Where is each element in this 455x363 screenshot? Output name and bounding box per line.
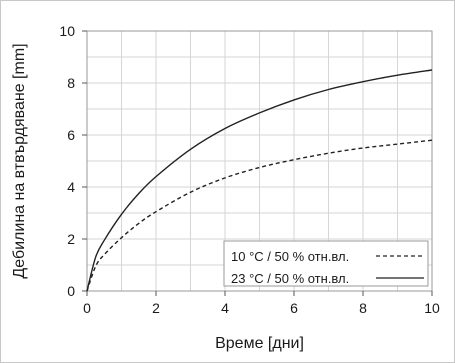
series-line-10c bbox=[86, 139, 433, 292]
y-tick-label: 2 bbox=[67, 231, 75, 247]
y-tick-label: 0 bbox=[67, 283, 75, 299]
y-axis-title: Дебилина на втвърдяване [mm] bbox=[11, 43, 28, 278]
y-tick-label: 10 bbox=[59, 23, 75, 39]
axis-ticks: 0 2 4 6 8 10 0 2 4 6 8 10 bbox=[59, 23, 440, 316]
x-axis-title: Време [дни] bbox=[215, 335, 304, 352]
y-tick-label: 6 bbox=[67, 127, 75, 143]
legend-label-10c: 10 °C / 50 % отн.вл. bbox=[231, 249, 349, 264]
plot-area bbox=[86, 30, 433, 292]
legend: 10 °C / 50 % отн.вл. 23 °C / 50 % отн.вл… bbox=[223, 240, 429, 287]
x-tick-label: 4 bbox=[221, 300, 229, 316]
y-tick-label: 8 bbox=[67, 75, 75, 91]
x-tick-label: 6 bbox=[290, 300, 298, 316]
x-tick-label: 8 bbox=[359, 300, 367, 316]
series-lines bbox=[86, 69, 433, 292]
x-tick-label: 10 bbox=[424, 300, 440, 316]
series-line-23c bbox=[86, 69, 433, 292]
x-tick-label: 0 bbox=[83, 300, 91, 316]
x-tick-label: 2 bbox=[152, 300, 160, 316]
legend-label-23c: 23 °C / 50 % отн.вл. bbox=[231, 271, 349, 286]
y-tick-label: 4 bbox=[67, 179, 75, 195]
